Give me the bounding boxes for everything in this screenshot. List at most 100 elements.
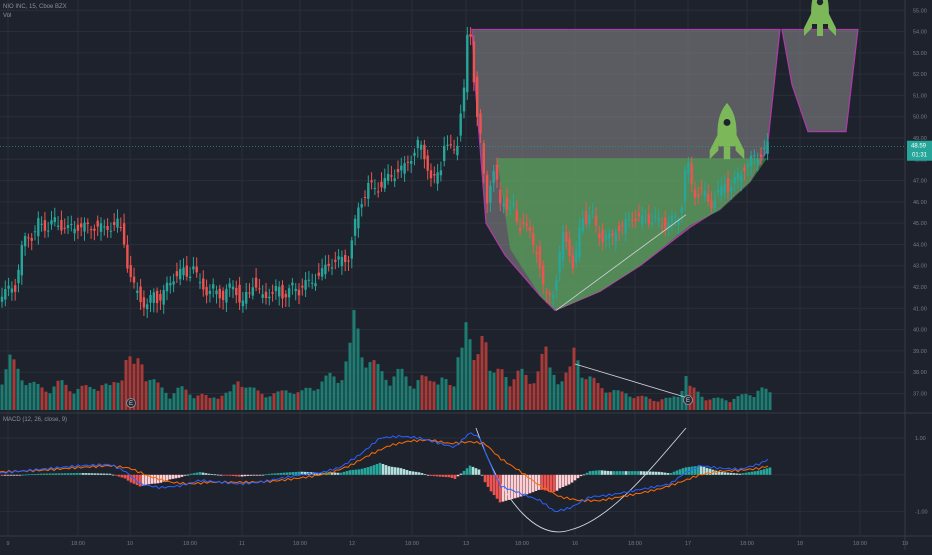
candle-body [674,216,677,218]
macd-histogram-bar [687,466,691,475]
macd-histogram-bar [723,472,727,475]
candle-body [129,265,132,277]
price-tick-label: 47.00 [913,179,927,185]
candle-body [377,191,380,193]
macd-histogram-bar [564,474,568,486]
candle-body [492,170,495,183]
macd-histogram-bar [426,474,430,476]
rocket-fin-left [709,133,719,160]
candle-body [588,214,591,224]
candle-body [324,264,327,275]
candle-body [99,223,103,232]
macd-histogram-bar [366,467,370,475]
volume-bar [212,397,216,410]
macd-histogram-bar [147,474,151,485]
volume-bar [456,357,460,410]
volume-bar [704,400,708,410]
volume-bar [136,358,140,410]
macd-histogram-bar [756,470,760,475]
candle-body [132,276,136,283]
candle-body [558,251,561,273]
macd-histogram-bar [726,472,730,475]
macd-histogram-bar [666,473,670,475]
candle-body [353,218,357,236]
inner-cup-fill [497,158,767,311]
candle-body [637,213,641,217]
volume-bar [288,392,292,410]
macd-histogram-bar [132,474,136,484]
volume-bar [420,375,424,410]
volume-bar [544,346,548,410]
candle-body [654,216,657,218]
macd-histogram-bar [174,474,178,479]
macd-histogram-bar [516,474,520,498]
macd-pane [0,432,772,513]
time-tick-label: 18 [797,541,803,547]
macd-histogram-bar [165,474,169,481]
macd-histogram-bar [282,472,286,475]
macd-histogram-bar [111,474,115,476]
candle-body [109,230,113,232]
time-tick-label: 18:00 [853,541,867,547]
candle-body [17,269,20,284]
candle-body [551,295,555,298]
volume-bar [612,390,616,410]
volume-bar [204,395,208,410]
candle-body [238,284,241,303]
candle-body [756,159,759,163]
candle-body [7,285,10,289]
candle-body [162,290,165,305]
candle-body [667,222,670,227]
volume-bar [352,310,356,410]
volume-bar [724,400,728,410]
volume-bar [276,391,280,410]
candle-body [136,290,139,293]
macd-histogram-bar [675,470,679,475]
candle-body [525,223,528,226]
volume-bar [388,385,392,410]
candle-body [733,176,736,184]
candle-body [20,245,23,276]
candle-body [23,236,27,247]
axes-layer: 55.0054.0053.0052.0051.0050.0049.0048.00… [6,8,932,547]
macd-histogram-bar [318,472,322,475]
volume-bar [60,380,64,410]
candle-body [106,225,109,231]
macd-histogram-bar [699,465,703,475]
candle-body [330,267,334,269]
macd-histogram-bar [297,471,301,475]
rocket-window [816,0,824,6]
macd-histogram-bar [393,467,397,475]
countdown-label: 01:31 [912,153,928,159]
volume-bar [460,347,464,410]
candle-body [611,233,614,236]
volume-bar [68,391,72,410]
volume-bar [188,394,192,410]
volume-bar [168,398,172,410]
macd-histogram-bar [501,474,505,502]
volume-bar [692,387,696,410]
volume-bar [24,385,28,410]
price-tick-label: 53.00 [913,51,927,57]
macd-histogram-bar [480,474,484,476]
volume-bar [448,385,452,410]
volume-bar [728,402,732,410]
candle-body [337,256,340,260]
candle-body [251,287,254,296]
time-tick-label: 16 [572,541,578,547]
macd-histogram-bar [576,474,580,479]
candle-body [208,290,212,294]
candle-body [522,221,525,224]
candle-body [4,289,7,300]
price-tick-label: 51.00 [913,93,927,99]
volume-bar [52,386,56,410]
candle-body [113,221,116,225]
volume-bar [668,397,672,410]
macd-histogram-bar [342,471,346,475]
candle-body [535,251,538,255]
candle-body [60,219,63,231]
candle-body [304,280,307,290]
candle-body [225,288,228,303]
